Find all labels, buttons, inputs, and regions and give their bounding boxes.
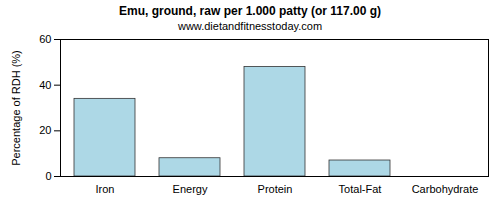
svg-text:Total-Fat: Total-Fat: [339, 183, 382, 195]
svg-text:20: 20: [39, 124, 51, 136]
svg-text:60: 60: [39, 33, 51, 45]
svg-text:Protein: Protein: [258, 183, 293, 195]
svg-text:0: 0: [45, 170, 51, 182]
svg-text:40: 40: [39, 79, 51, 91]
svg-text:Energy: Energy: [173, 183, 208, 195]
svg-text:Percentage of RDH (%): Percentage of RDH (%): [10, 50, 22, 166]
html-text:Emu, ground, raw per 1.000 pat: Emu, ground, raw per 1.000 patty (or 117…: [119, 4, 381, 18]
svg-text:Carbohydrate: Carbohydrate: [412, 183, 479, 195]
html-text:www.dietandfitnesstoday.com: www.dietandfitnesstoday.com: [178, 20, 322, 32]
svg-text:Iron: Iron: [96, 183, 115, 195]
